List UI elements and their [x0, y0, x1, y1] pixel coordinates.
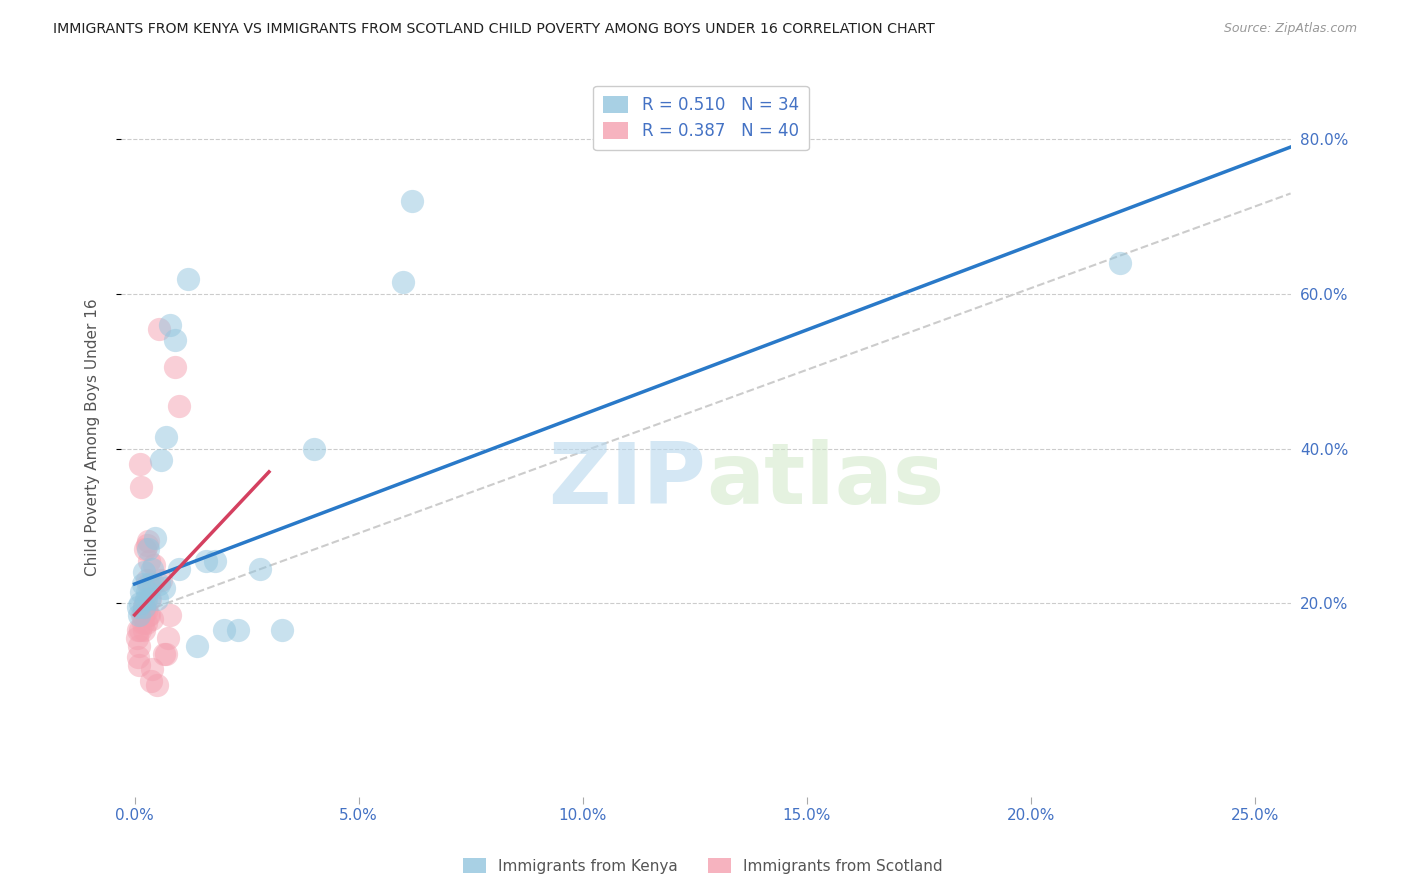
Point: [127, 624, 149, 638]
Point: [157, 631, 180, 645]
Point: [128, 639, 150, 653]
Point: [134, 542, 156, 557]
Point: [139, 577, 162, 591]
Text: IMMIGRANTS FROM KENYA VS IMMIGRANTS FROM SCOTLAND CHILD POVERTY AMONG BOYS UNDER: IMMIGRANTS FROM KENYA VS IMMIGRANTS FROM…: [53, 22, 935, 37]
Point: [134, 604, 156, 618]
Point: [138, 577, 160, 591]
Point: [177, 271, 200, 285]
Point: [169, 561, 191, 575]
Point: [139, 592, 162, 607]
Point: [142, 577, 165, 591]
Point: [132, 624, 155, 638]
Point: [226, 624, 249, 638]
Point: [138, 592, 160, 607]
Point: [136, 534, 159, 549]
Point: [128, 607, 150, 622]
Point: [212, 624, 235, 638]
Point: [271, 624, 294, 638]
Point: [155, 647, 177, 661]
Point: [127, 650, 149, 665]
Point: [132, 600, 155, 615]
Point: [141, 662, 163, 676]
Point: [392, 276, 415, 290]
Text: atlas: atlas: [706, 439, 943, 522]
Point: [135, 592, 157, 607]
Point: [159, 607, 181, 622]
Point: [1109, 256, 1132, 270]
Point: [143, 558, 166, 572]
Point: [401, 194, 423, 209]
Point: [302, 442, 325, 456]
Point: [152, 581, 174, 595]
Point: [163, 334, 186, 348]
Point: [146, 592, 169, 607]
Point: [195, 554, 218, 568]
Point: [152, 647, 174, 661]
Point: [132, 607, 155, 622]
Legend: R = 0.510   N = 34, R = 0.387   N = 40: R = 0.510 N = 34, R = 0.387 N = 40: [593, 86, 808, 151]
Point: [129, 457, 152, 471]
Point: [136, 607, 159, 622]
Point: [159, 318, 181, 332]
Text: ZIP: ZIP: [548, 439, 706, 522]
Point: [134, 600, 156, 615]
Point: [125, 631, 148, 645]
Point: [204, 554, 226, 568]
Point: [131, 577, 153, 591]
Point: [136, 584, 159, 599]
Point: [132, 566, 155, 580]
Point: [131, 607, 153, 622]
Point: [135, 573, 157, 587]
Point: [129, 584, 152, 599]
Point: [138, 554, 160, 568]
Point: [129, 480, 152, 494]
Point: [135, 615, 157, 630]
Point: [127, 600, 149, 615]
Point: [129, 624, 152, 638]
Point: [148, 322, 170, 336]
Point: [128, 658, 150, 673]
Point: [138, 607, 160, 622]
Point: [148, 577, 170, 591]
Point: [139, 673, 162, 688]
Point: [134, 596, 156, 610]
Point: [186, 639, 208, 653]
Point: [150, 453, 173, 467]
Text: Source: ZipAtlas.com: Source: ZipAtlas.com: [1223, 22, 1357, 36]
Point: [129, 596, 152, 610]
Point: [135, 604, 157, 618]
Point: [169, 399, 191, 413]
Point: [136, 538, 159, 552]
Point: [146, 677, 169, 691]
Point: [141, 612, 163, 626]
Point: [131, 615, 153, 630]
Point: [163, 360, 186, 375]
Point: [155, 430, 177, 444]
Point: [136, 542, 159, 557]
Point: [249, 561, 271, 575]
Legend: Immigrants from Kenya, Immigrants from Scotland: Immigrants from Kenya, Immigrants from S…: [457, 852, 949, 880]
Point: [150, 573, 173, 587]
Point: [143, 531, 166, 545]
Y-axis label: Child Poverty Among Boys Under 16: Child Poverty Among Boys Under 16: [86, 298, 100, 576]
Point: [141, 561, 163, 575]
